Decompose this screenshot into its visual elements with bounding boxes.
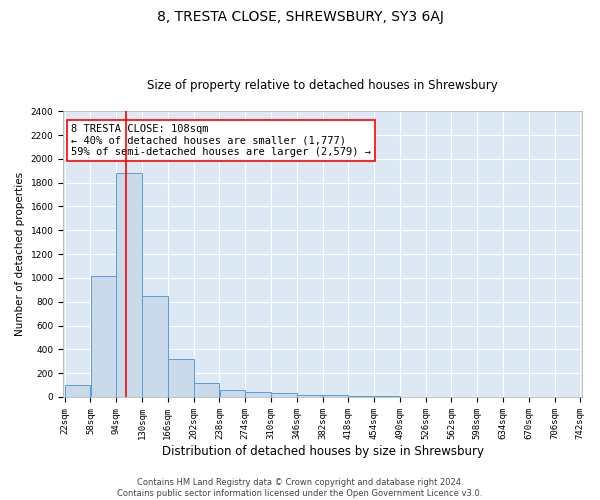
Bar xyxy=(142,296,168,397)
Y-axis label: Number of detached properties: Number of detached properties xyxy=(15,172,25,336)
Title: Size of property relative to detached houses in Shrewsbury: Size of property relative to detached ho… xyxy=(147,79,498,92)
Bar xyxy=(374,396,400,397)
Bar xyxy=(220,390,245,397)
Text: 8 TRESTA CLOSE: 108sqm
← 40% of detached houses are smaller (1,777)
59% of semi-: 8 TRESTA CLOSE: 108sqm ← 40% of detached… xyxy=(71,124,371,158)
Bar xyxy=(323,395,348,397)
Bar xyxy=(116,173,142,397)
Text: 8, TRESTA CLOSE, SHREWSBURY, SY3 6AJ: 8, TRESTA CLOSE, SHREWSBURY, SY3 6AJ xyxy=(157,10,443,24)
Text: Contains HM Land Registry data © Crown copyright and database right 2024.
Contai: Contains HM Land Registry data © Crown c… xyxy=(118,478,482,498)
Bar xyxy=(194,382,219,397)
X-axis label: Distribution of detached houses by size in Shrewsbury: Distribution of detached houses by size … xyxy=(161,444,484,458)
Bar xyxy=(91,276,116,397)
Bar xyxy=(168,360,194,397)
Bar xyxy=(245,392,271,397)
Bar xyxy=(349,396,374,397)
Bar xyxy=(65,385,91,397)
Bar xyxy=(271,394,296,397)
Bar xyxy=(297,395,322,397)
